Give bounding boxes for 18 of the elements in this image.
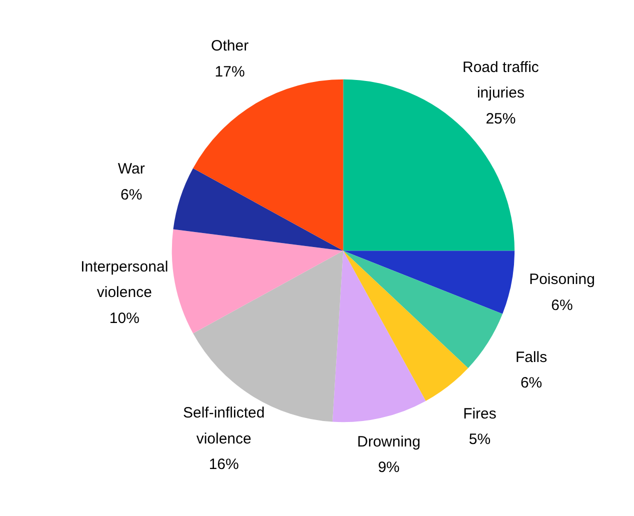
data-label: 9% bbox=[378, 459, 400, 476]
data-label: 5% bbox=[468, 431, 491, 448]
data-label: 6% bbox=[551, 296, 573, 314]
slice-label: War bbox=[118, 160, 145, 178]
slice-label: Self-inflicted violence bbox=[182, 404, 265, 448]
slice-label: Interpersonal violence bbox=[80, 258, 168, 302]
data-label: 25% bbox=[486, 110, 516, 128]
slice-label: Drowning bbox=[357, 434, 420, 451]
slice-label: Fires bbox=[463, 406, 496, 423]
data-label: 6% bbox=[120, 186, 142, 204]
data-label: 16% bbox=[208, 456, 239, 474]
data-label: 6% bbox=[520, 374, 542, 392]
slice-label: Road traffic injuries bbox=[462, 58, 540, 102]
slice-label: Other bbox=[211, 38, 249, 55]
data-label: 17% bbox=[214, 63, 245, 80]
slice-label: Falls bbox=[515, 348, 548, 366]
data-label: 10% bbox=[109, 310, 140, 327]
slice-label: Poisoning bbox=[529, 271, 595, 288]
